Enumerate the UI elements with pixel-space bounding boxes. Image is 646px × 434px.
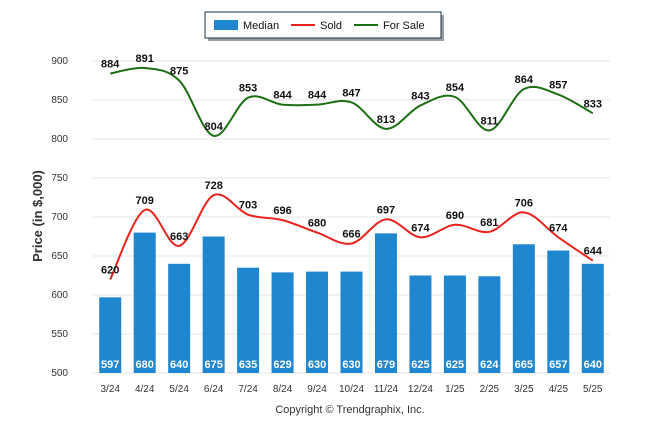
median-bar bbox=[478, 276, 501, 373]
sold-value-label: 690 bbox=[446, 210, 464, 222]
for-sale-value-label: 813 bbox=[377, 114, 395, 126]
for-sale-value-label: 844 bbox=[308, 90, 327, 102]
y-tick-label: 650 bbox=[51, 251, 68, 262]
median-bar-value: 640 bbox=[170, 359, 188, 371]
for-sale-value-label: 847 bbox=[342, 87, 360, 99]
sold-value-label: 680 bbox=[308, 218, 326, 230]
sold-value-label: 663 bbox=[170, 231, 188, 243]
x-tick-label: 6/24 bbox=[204, 384, 224, 395]
median-bar-value: 657 bbox=[549, 359, 567, 371]
x-tick-label: 1/25 bbox=[445, 384, 465, 395]
y-tick-label: 700 bbox=[51, 212, 68, 223]
median-bar bbox=[443, 275, 466, 373]
x-tick-label: 5/25 bbox=[583, 384, 603, 395]
x-tick-label: 11/24 bbox=[374, 384, 399, 395]
x-tick-label: 8/24 bbox=[273, 384, 293, 395]
y-tick-label: 600 bbox=[51, 290, 68, 301]
y-tick-label: 750 bbox=[51, 173, 68, 184]
copyright-footer: Copyright © Trendgraphix, Inc. bbox=[275, 404, 424, 416]
x-tick-label: 3/25 bbox=[514, 384, 534, 395]
y-axis-title: Price (in $,000) bbox=[30, 170, 45, 262]
median-bar bbox=[168, 263, 191, 373]
sold-value-label: 681 bbox=[480, 217, 498, 229]
median-bar bbox=[512, 244, 535, 373]
median-bars bbox=[99, 232, 604, 373]
median-bar bbox=[374, 233, 397, 373]
sold-value-label: 709 bbox=[136, 195, 154, 207]
sold-value-label: 703 bbox=[239, 200, 257, 212]
median-bar-value: 630 bbox=[308, 359, 326, 371]
median-bar-value: 630 bbox=[342, 359, 360, 371]
median-bar-value: 640 bbox=[584, 359, 602, 371]
for-sale-value-label: 843 bbox=[411, 90, 429, 102]
for-sale-value-label: 844 bbox=[273, 90, 292, 102]
sold-value-label: 666 bbox=[342, 229, 360, 241]
median-bar-value: 625 bbox=[446, 359, 464, 371]
sold-value-label: 674 bbox=[549, 222, 568, 234]
legend: Median Sold For Sale bbox=[204, 11, 444, 41]
x-tick-label: 3/24 bbox=[100, 384, 120, 395]
for-sale-value-label: 811 bbox=[480, 115, 498, 127]
legend-label-median: Median bbox=[243, 20, 279, 32]
sold-value-label: 728 bbox=[204, 180, 222, 192]
median-bar bbox=[271, 272, 294, 373]
for-sale-value-label: 884 bbox=[101, 58, 120, 70]
x-tick-label: 9/24 bbox=[307, 384, 327, 395]
for-sale-value-label: 804 bbox=[204, 121, 223, 133]
median-bar bbox=[99, 297, 122, 373]
sold-value-label: 697 bbox=[377, 204, 395, 216]
sold-line bbox=[109, 193, 594, 280]
sold-value-label: 674 bbox=[411, 222, 430, 234]
x-tick-label: 2/25 bbox=[480, 384, 500, 395]
y-tick-label: 500 bbox=[51, 368, 68, 379]
x-tick-label: 4/24 bbox=[135, 384, 155, 395]
median-bar bbox=[547, 250, 570, 373]
for-sale-value-label: 854 bbox=[446, 82, 465, 94]
for-sale-value-label: 891 bbox=[136, 53, 154, 65]
median-bar-value: 679 bbox=[377, 359, 395, 371]
y-tick-label: 900 bbox=[51, 56, 68, 67]
median-bar bbox=[133, 232, 156, 373]
median-bar-value: 597 bbox=[101, 359, 119, 371]
median-bar bbox=[202, 236, 225, 373]
for-sale-value-label: 833 bbox=[584, 98, 602, 110]
axes: 500 550 600 650 700 750 800 850 900 3/24 4/24 5/24 6… bbox=[51, 56, 603, 395]
median-bar bbox=[581, 263, 604, 373]
median-bar-value: 665 bbox=[515, 359, 533, 371]
sold-value-label: 696 bbox=[273, 205, 291, 217]
legend-label-for-sale: For Sale bbox=[383, 20, 425, 32]
median-bar bbox=[306, 271, 329, 373]
for-sale-value-label: 857 bbox=[549, 80, 567, 92]
for-sale-value-label: 864 bbox=[515, 74, 534, 86]
x-tick-label: 4/25 bbox=[549, 384, 569, 395]
median-bar-value: 629 bbox=[273, 359, 291, 371]
y-tick-label: 850 bbox=[51, 95, 68, 106]
x-tick-label: 7/24 bbox=[238, 384, 258, 395]
median-bar-value: 680 bbox=[136, 359, 154, 371]
median-bar bbox=[340, 271, 363, 373]
sold-value-label: 644 bbox=[584, 246, 603, 258]
median-bar-value: 625 bbox=[411, 359, 429, 371]
x-tick-label: 12/24 bbox=[408, 384, 433, 395]
trend-lines bbox=[109, 66, 594, 280]
legend-swatch-median bbox=[214, 20, 238, 30]
y-tick-label: 550 bbox=[51, 329, 68, 340]
median-bar-value: 635 bbox=[239, 359, 257, 371]
x-tick-label: 10/24 bbox=[339, 384, 364, 395]
median-bar bbox=[237, 267, 260, 373]
for-sale-line bbox=[110, 66, 594, 137]
y-tick-label: 800 bbox=[51, 134, 68, 145]
x-tick-label: 5/24 bbox=[169, 384, 189, 395]
median-bar-value: 675 bbox=[204, 359, 222, 371]
for-sale-value-label: 875 bbox=[170, 66, 188, 78]
sold-value-label: 620 bbox=[101, 264, 119, 276]
median-bar bbox=[409, 275, 432, 373]
sold-value-label: 706 bbox=[515, 197, 533, 209]
for-sale-value-label: 853 bbox=[239, 83, 257, 95]
legend-label-sold: Sold bbox=[320, 20, 342, 32]
median-bar-value: 624 bbox=[480, 359, 499, 371]
data-labels: 597 680 640 675 635 629 630 630 679 625 625 624 665 6… bbox=[101, 53, 603, 371]
